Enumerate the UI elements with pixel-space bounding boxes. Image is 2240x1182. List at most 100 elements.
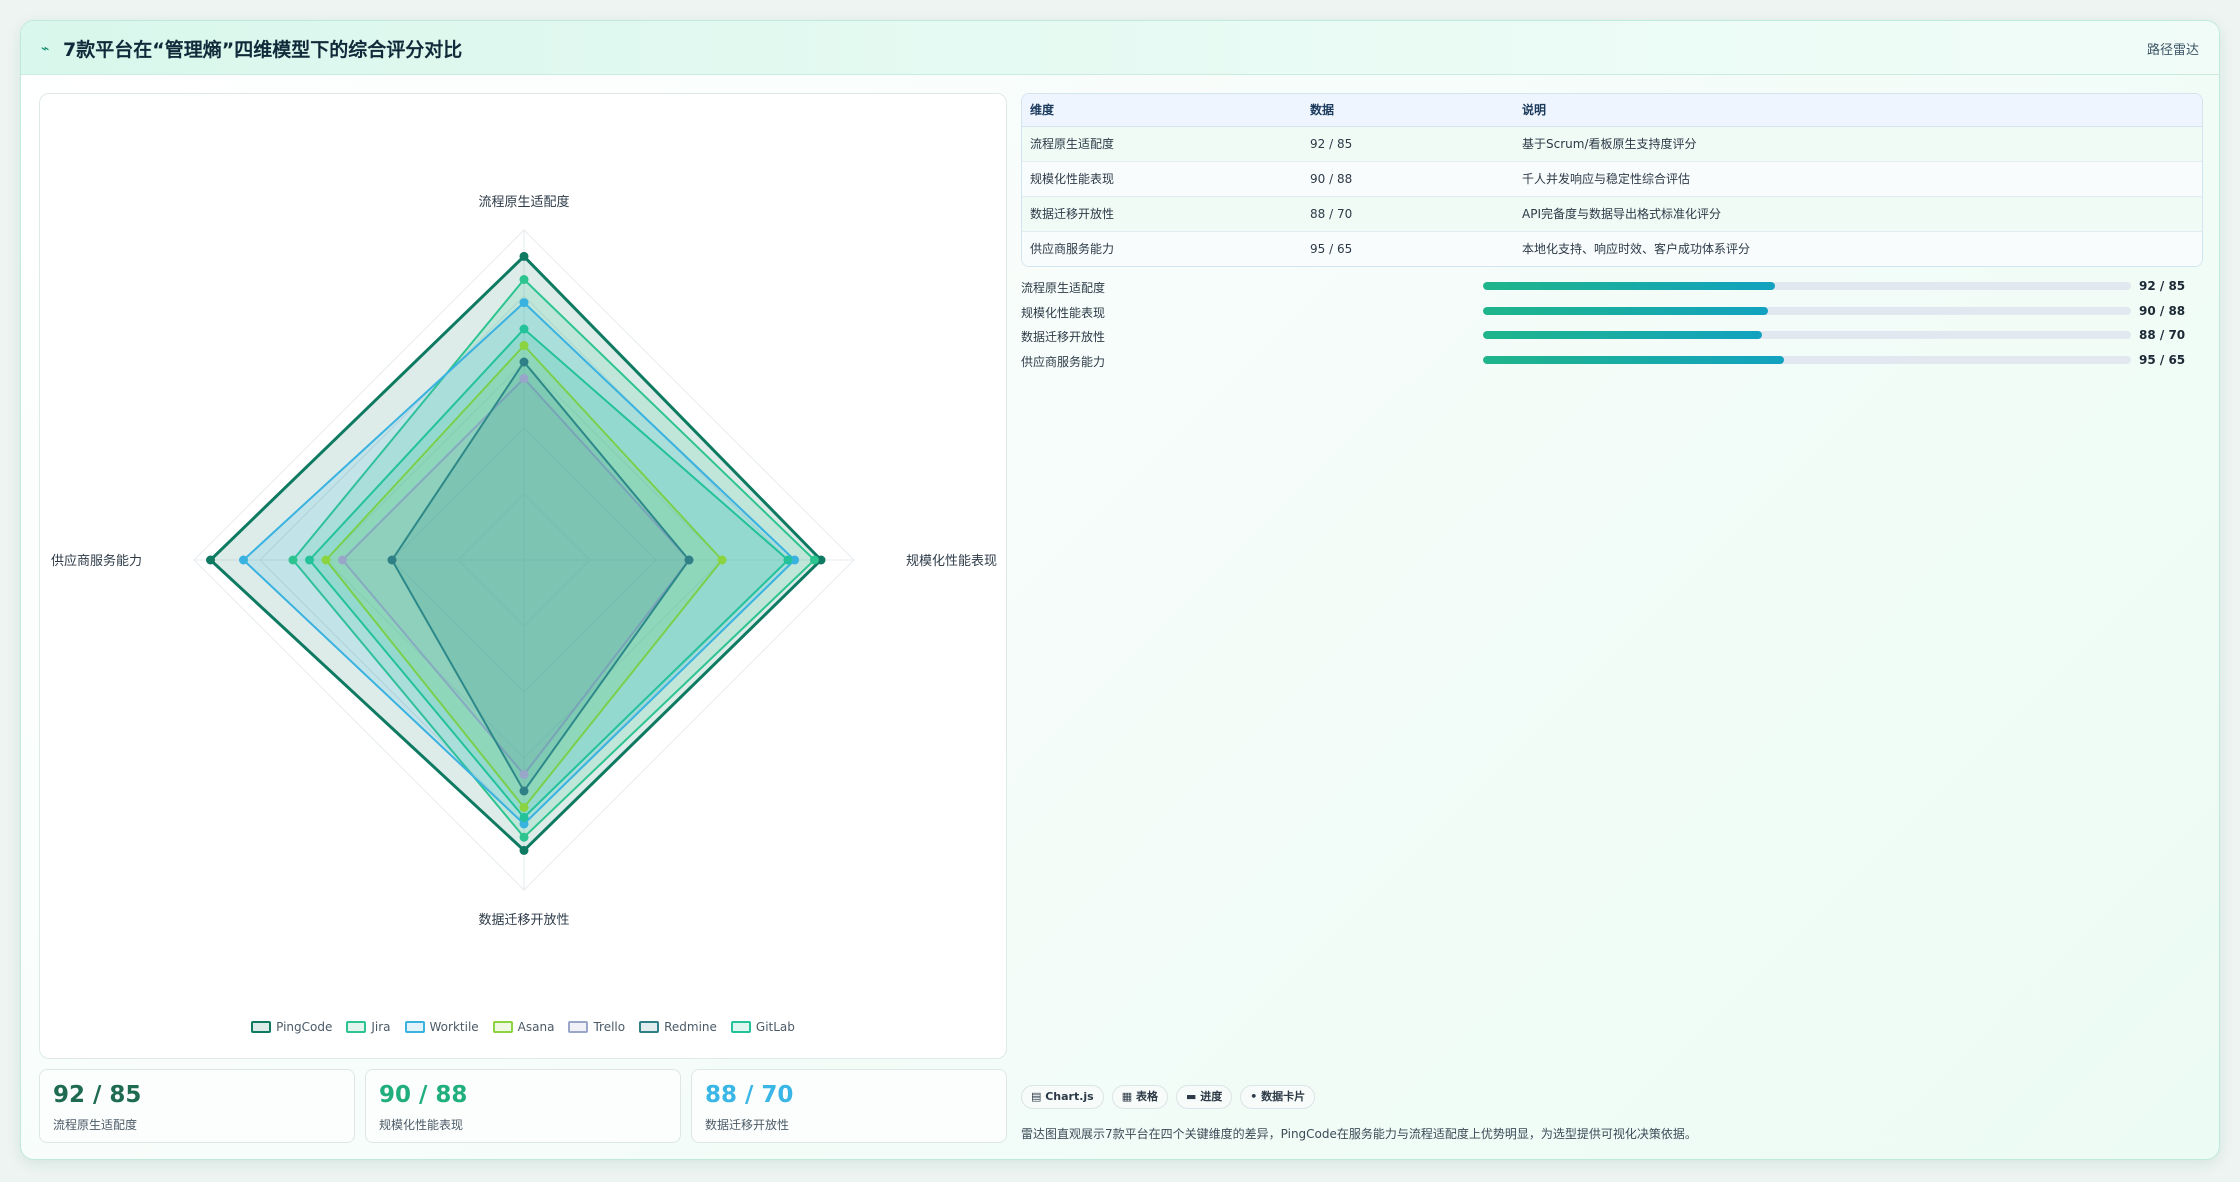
legend-label: Trello [593,1020,626,1034]
stat-label: 流程原生适配度 [53,1118,138,1132]
data-point-redmine[interactable] [519,357,529,367]
table-cell: 88 / 70 [1302,196,1514,232]
data-point-jira[interactable] [519,275,529,284]
data-point-worktile[interactable] [519,298,529,308]
legend-label: Jira [371,1020,391,1034]
table-header-row: 维度 数据 说明 [1022,94,2202,127]
axis-label: 规模化性能表现 [906,554,997,569]
table-cell: 90 / 88 [1302,161,1514,197]
progress-label: 数据迁移开放性 [1021,330,1106,344]
progress-fill [1483,355,1785,364]
progress-list: 流程原生适配度 92 / 85 规模化性能表现 90 / 88 数据迁移开放性 88 / … [1021,275,2203,373]
table-row: 供应商服务能力 95 / 65 本地化支持、响应时效、客户成功体系评分 [1022,231,2202,266]
progress-track [1483,331,2131,339]
stat-value: 88 / 70 [705,1082,794,1108]
data-point-trello[interactable] [338,555,347,565]
progress-fill [1483,306,1769,315]
data-point-asana[interactable] [717,555,727,565]
table-row: 数据迁移开放性 88 / 70 API完备度与数据导出格式标准化评分 [1022,196,2202,232]
progress-label: 流程原生适配度 [1021,281,1106,295]
trend-icon: ⌁ [41,41,50,57]
data-point-jira[interactable] [519,832,529,842]
table-cell: API完备度与数据导出格式标准化评分 [1514,196,2202,232]
progress-value: 95 / 65 [2139,352,2186,367]
data-point-pingcode[interactable] [206,555,215,565]
data-point-trello[interactable] [519,770,529,779]
data-point-asana[interactable] [519,803,529,812]
main-panel: ⌁ 7款平台在“管理熵”四维模型下的综合评分对比 路径雷达 流程原生适配度 规模化… [20,20,2220,1160]
legend-item-worktile[interactable]: Worktile [404,1020,479,1034]
data-point-asana[interactable] [321,555,331,565]
legend-label: Redmine [664,1020,717,1034]
legend-label: GitLab [755,1020,795,1034]
data-point-jira[interactable] [288,555,298,565]
data-point-pingcode[interactable] [816,555,826,565]
progress-chip[interactable]: ▬ 进度 [1175,1085,1233,1109]
table-cell: 流程原生适配度 [1022,126,1302,162]
table-cell: 规模化性能表现 [1022,161,1302,197]
legend-item-gitlab[interactable]: GitLab [730,1020,795,1034]
table-row: 流程原生适配度 92 / 85 基于Scrum/看板原生支持度评分 [1022,126,2202,162]
legend-label: PingCode [276,1020,333,1034]
data-point-redmine[interactable] [387,555,397,565]
stat-card: 90 / 88 规模化性能表现 [365,1069,681,1143]
data-point-worktile[interactable] [239,555,248,565]
data-point-gitlab[interactable] [783,555,793,565]
data-point-gitlab[interactable] [519,324,529,334]
chartjs-chip[interactable]: ▤ Chart.js [1021,1085,1104,1109]
stat-label: 规模化性能表现 [379,1118,464,1132]
route-radar-link[interactable]: 路径雷达 [2146,43,2199,58]
table-row: 规模化性能表现 90 / 88 千人并发响应与稳定性综合评估 [1022,161,2202,197]
stat-card: 88 / 70 数据迁移开放性 [691,1069,1007,1143]
table-cell: 95 / 65 [1302,231,1514,266]
table-chip[interactable]: ▦ 表格 [1111,1085,1168,1109]
data-point-pingcode[interactable] [519,251,529,261]
chart-legend: PingCode Jira Worktile Asana Trello Redmine Gi… [40,1020,1006,1034]
legend-item-redmine[interactable]: Redmine [639,1020,717,1034]
data-point-pingcode[interactable] [519,845,529,855]
data-point-redmine[interactable] [519,786,529,796]
header-bar: ⌁ 7款平台在“管理熵”四维模型下的综合评分对比 路径雷达 [21,21,2219,75]
table-cell: 供应商服务能力 [1022,231,1302,266]
progress-value: 88 / 70 [2139,328,2186,342]
table-cell: 数据迁移开放性 [1022,196,1302,232]
table-cell: 92 / 85 [1302,126,1514,162]
progress-row: 规模化性能表现 90 / 88 [1021,300,2203,325]
progress-track [1483,306,2131,315]
data-point-gitlab[interactable] [519,812,529,822]
summary-text: 雷达图直观展示7款平台在四个关键维度的差异，PingCode在服务能力与流程适配… [1021,1127,1697,1141]
data-point-asana[interactable] [519,341,529,350]
progress-value: 90 / 88 [2139,303,2186,318]
progress-label: 供应商服务能力 [1021,354,1106,369]
legend-item-jira[interactable]: Jira [346,1020,391,1034]
legend-item-trello[interactable]: Trello [568,1020,625,1034]
legend-item-asana[interactable]: Asana [492,1020,555,1034]
progress-value: 92 / 85 [2139,279,2186,293]
stat-value: 90 / 88 [379,1082,468,1108]
radar-chart-container: 流程原生适配度 规模化性能表现 数据迁移开放性 供应商服务能力 PingCode Jir… [39,93,1007,1059]
data-point-worktile[interactable] [790,555,800,565]
data-point-redmine[interactable] [684,555,694,565]
col-header-dimension: 维度 [1022,94,1302,127]
axis-label: 数据迁移开放性 [478,913,569,928]
data-card-chip[interactable]: • 数据卡片 [1240,1085,1316,1109]
progress-row: 供应商服务能力 95 / 65 [1021,349,2203,374]
legend-swatch [639,1021,660,1033]
legend-swatch [730,1021,751,1033]
progress-row: 数据迁移开放性 88 / 70 [1021,324,2203,349]
progress-fill [1483,282,1775,290]
legend-swatch [568,1021,589,1033]
data-point-trello[interactable] [519,374,529,383]
col-header-data: 数据 [1302,94,1514,127]
progress-label: 规模化性能表现 [1021,305,1106,320]
legend-label: Asana [517,1020,555,1034]
data-point-jira[interactable] [809,555,819,565]
table-cell: 千人并发响应与稳定性综合评估 [1514,161,2202,197]
data-point-worktile[interactable] [519,819,529,829]
progress-track [1483,355,2131,364]
legend-item-pingcode[interactable]: PingCode [251,1020,332,1034]
progress-track [1483,282,2131,290]
data-point-gitlab[interactable] [305,555,314,565]
data-table: 维度 数据 说明 流程原生适配度 92 / 85 基于Scrum/看板原生支持度… [1022,94,2202,266]
